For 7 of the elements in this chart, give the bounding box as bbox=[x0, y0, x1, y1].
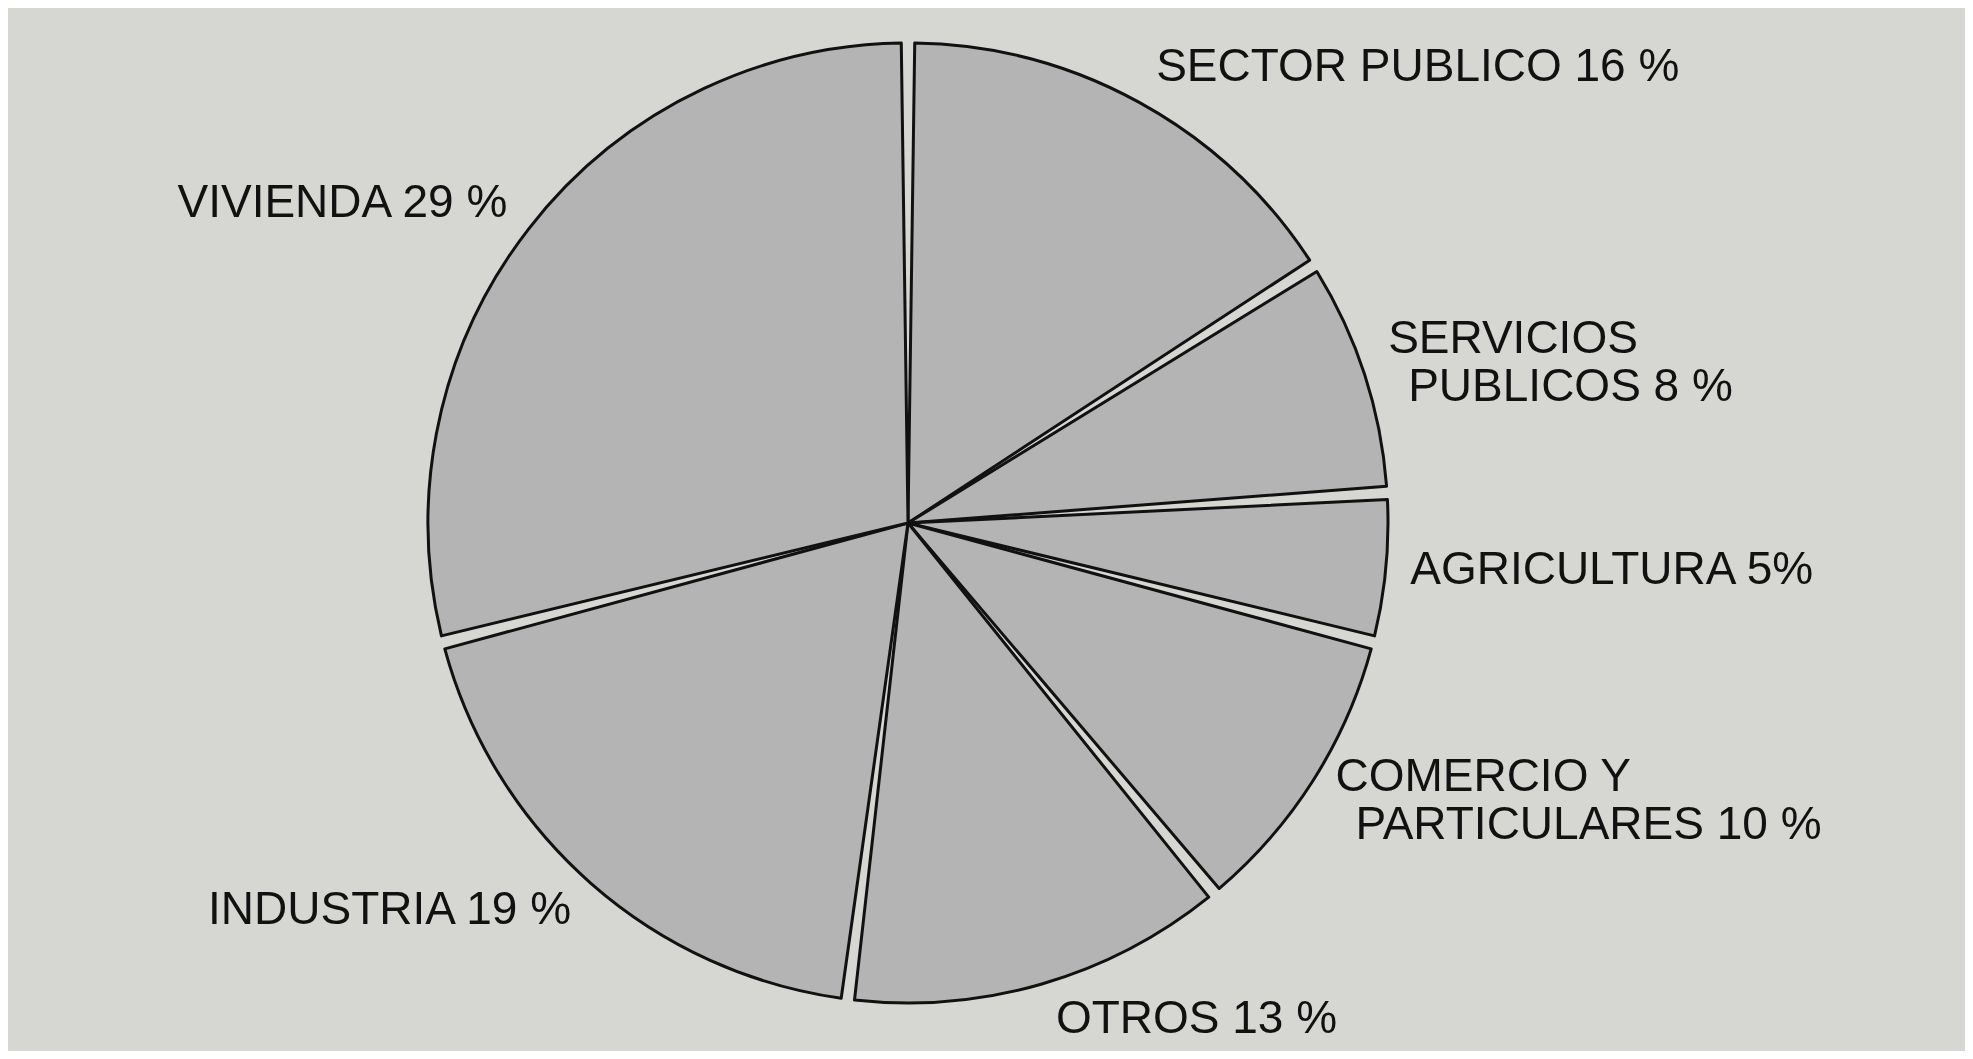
slice-label: OTROS 13 % bbox=[1055, 990, 1338, 1043]
slice-label: COMERCIO Y PARTICULARES 10 % bbox=[1335, 748, 1822, 849]
slice-label: VIVIENDA 29 % bbox=[177, 175, 508, 228]
slice-label: SERVICIOS PUBLICOS 8 % bbox=[1388, 310, 1733, 411]
slice-label: INDUSTRIA 19 % bbox=[208, 882, 572, 935]
slice-label: SECTOR PUBLICO 16 % bbox=[1156, 38, 1680, 91]
slice-label: AGRICULTURA 5% bbox=[1410, 541, 1814, 594]
